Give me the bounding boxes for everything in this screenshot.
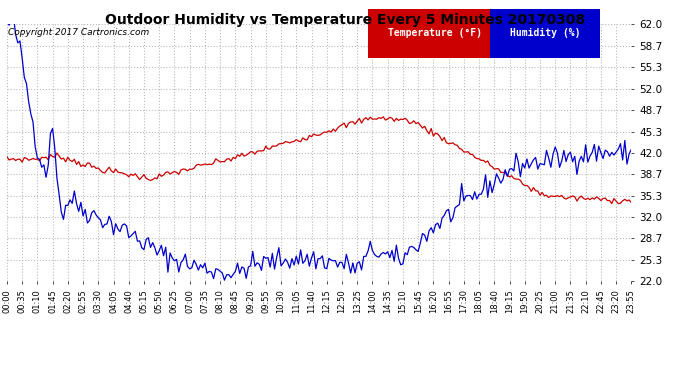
Text: Temperature (°F): Temperature (°F): [388, 28, 482, 38]
Text: Copyright 2017 Cartronics.com: Copyright 2017 Cartronics.com: [8, 28, 149, 37]
Text: Outdoor Humidity vs Temperature Every 5 Minutes 20170308: Outdoor Humidity vs Temperature Every 5 …: [105, 13, 585, 27]
Text: Humidity (%): Humidity (%): [510, 28, 580, 38]
